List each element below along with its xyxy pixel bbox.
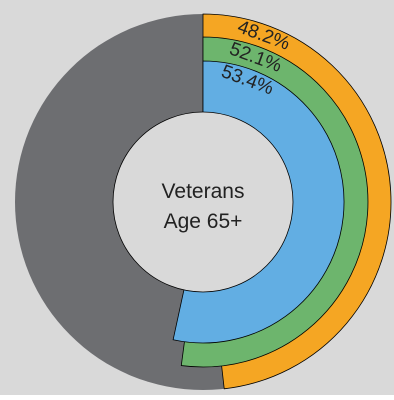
center-circle [112,111,294,293]
center-label-line-1: Veterans [162,180,245,203]
center-label-line-2: Age 65+ [164,210,243,233]
